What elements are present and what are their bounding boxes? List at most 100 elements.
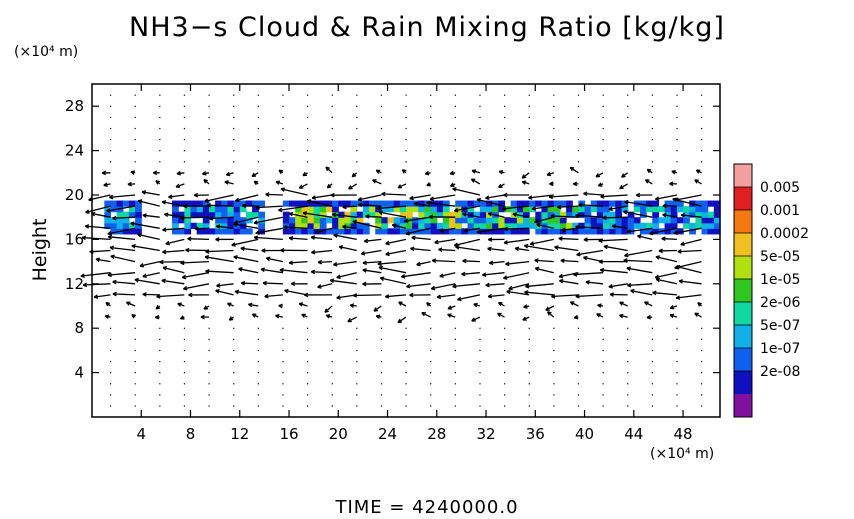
wind-arrow-head [142,293,147,297]
cloud-cell [646,228,653,235]
wind-arrow-head [482,274,487,277]
wind-arrow [330,279,357,285]
wind-arrow [234,290,259,296]
cloud-cell [399,211,407,218]
wind-dot [306,361,309,363]
wind-arrow-head [204,200,209,203]
cloud-cell [492,206,499,213]
wind-arrow-head [80,275,85,279]
wind-dot [356,161,358,163]
cloud-cell [701,228,709,235]
cloud-cell [603,211,610,218]
wind-dot [208,150,210,152]
cloud-cell [504,217,512,224]
wind-arrow-head [280,249,285,253]
cloud-cell [652,211,660,218]
cloud-cell [252,211,259,218]
cloud-cell [467,222,475,229]
wind-arrow [83,283,111,286]
wind-arrow-head [583,256,588,261]
wind-arrow [235,194,259,202]
cloud-cell [110,222,118,229]
wind-arrow [560,259,579,263]
cloud-cell [202,211,210,218]
wind-arrow [256,205,283,209]
wind-arrow-head [523,306,528,309]
wind-arrow [515,247,530,252]
wind-dot [528,139,530,141]
wind-arrow-head [523,245,529,249]
wind-arrow-head [431,288,436,291]
cloud-cell [473,222,481,229]
wind-arrow-head [248,303,253,308]
wind-arrow-head [531,208,537,211]
x-tick-label: 16 [279,425,298,443]
wind-dot [651,361,653,363]
cloud-cell [479,222,487,229]
wind-arrow-head [105,302,109,307]
wind-arrow [385,238,407,245]
cloud-cell [202,200,210,207]
wind-arrow [404,216,431,222]
cloud-cell [621,217,629,224]
cloud-cell [245,200,253,207]
wind-dot [183,338,186,340]
cloud-cell [319,228,327,235]
colorbar-segment [734,256,752,280]
cloud-cell [350,222,358,229]
wind-arrow [598,238,628,242]
wind-dot [257,338,259,340]
wind-dot [676,94,678,96]
wind-arrow-head [503,277,508,280]
wind-dot [577,372,580,374]
cloud-cell [689,211,696,218]
plot-frame [91,83,721,418]
wind-dot [701,361,703,363]
wind-dot [306,394,309,396]
wind-dot [651,372,653,374]
wind-arrow [164,213,185,218]
wind-dot [454,361,456,363]
cloud-cell [609,211,616,218]
wind-dot [651,150,653,152]
wind-arrow-head [569,167,573,172]
wind-arrow [265,193,283,196]
wind-dot [577,383,580,385]
wind-dot [208,405,210,407]
wind-arrow-head [485,284,490,288]
wind-arrow-head [549,183,554,187]
wind-arrow-head [429,198,435,201]
wind-arrow [600,269,628,274]
wind-arrow [112,281,136,285]
cloud-cell [436,206,444,213]
wind-arrow-head [425,173,430,176]
x-tick-label: 48 [674,425,693,443]
wind-dot [183,161,186,163]
wind-arrow-head [288,212,293,217]
wind-dot [627,349,629,352]
cloud-cell [338,217,346,224]
wind-arrow-head [646,316,651,320]
wind-dot [454,394,456,396]
wind-dot [159,361,161,363]
wind-dot [183,127,186,130]
cloud-cell [701,211,709,218]
cloud-cell [713,217,721,224]
wind-arrow-head [476,231,481,235]
wind-arrow-head [452,188,457,192]
wind-arrow-head [162,229,167,232]
wind-dot [528,372,530,374]
wind-arrow [476,198,505,207]
wind-dot [208,338,210,340]
cloud-cell [498,228,506,235]
cloud-cell [701,206,709,213]
wind-dot [233,127,235,130]
wind-arrow [317,283,333,288]
wind-arrow-head [112,281,117,285]
cloud-cell [196,222,204,229]
wind-arrow-head [536,223,541,228]
wind-arrow-head [358,199,363,202]
wind-arrow-head [428,216,433,220]
wind-arrow-head [551,295,556,299]
cloud-cell [418,211,426,218]
